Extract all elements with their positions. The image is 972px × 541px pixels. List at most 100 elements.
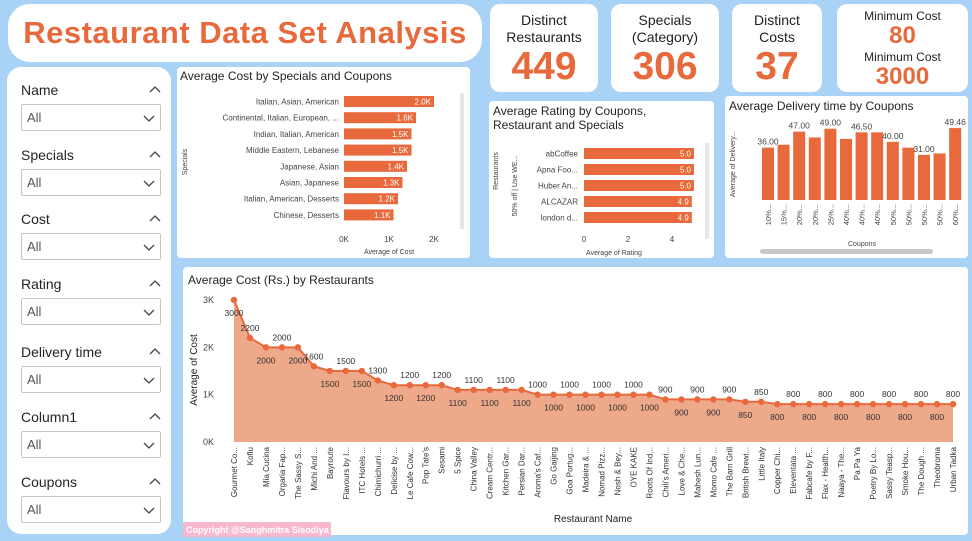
data-label: 49.00 bbox=[820, 118, 842, 128]
slicer-value: All bbox=[27, 437, 42, 452]
scrollbar[interactable] bbox=[460, 93, 464, 229]
x-tick-label: Sassy Teasp... bbox=[885, 447, 894, 499]
x-tick-label: The Barn Grill bbox=[725, 447, 734, 497]
data-label: 800 bbox=[946, 389, 960, 399]
category-label: Huber An... bbox=[538, 182, 578, 191]
slicer-dropdown[interactable]: All bbox=[21, 298, 161, 325]
slicer-dropdown[interactable]: All bbox=[21, 169, 161, 196]
data-label: 1.4K bbox=[388, 162, 405, 171]
x-tick-label: Little Italy bbox=[757, 447, 766, 481]
chart-delivery-by-coupons[interactable]: Average Delivery time by Coupons Average… bbox=[725, 96, 968, 258]
x-tick-label: 10%... bbox=[764, 204, 773, 225]
kpi-max-label: Minimum Cost bbox=[864, 50, 941, 64]
slicer-dropdown[interactable]: All bbox=[21, 496, 161, 523]
chevron-up-icon[interactable] bbox=[149, 213, 161, 225]
chevron-up-icon[interactable] bbox=[149, 84, 161, 96]
slicer-panel: Name All Specials All Cost All Rating Al… bbox=[7, 67, 171, 534]
data-label: 5.0 bbox=[680, 150, 692, 159]
chevron-down-icon bbox=[143, 442, 155, 449]
slicer-coupons[interactable]: Coupons All bbox=[21, 472, 161, 523]
dashboard-title: Restaurant Data Set Analysis bbox=[23, 15, 467, 50]
data-label: 850 bbox=[738, 410, 752, 420]
bar bbox=[344, 177, 403, 188]
chevron-up-icon[interactable] bbox=[149, 149, 161, 161]
data-point bbox=[821, 400, 829, 408]
data-label: 1.1K bbox=[374, 211, 391, 220]
slicer-name[interactable]: Name All bbox=[21, 80, 161, 131]
bar bbox=[902, 147, 915, 200]
chart-rating-by-coupons[interactable]: Average Rating by Coupons, Restaurant an… bbox=[489, 101, 714, 258]
kpi-label: Restaurants bbox=[506, 29, 582, 45]
slicer-dropdown[interactable]: All bbox=[21, 431, 161, 458]
data-point bbox=[790, 400, 797, 408]
data-label: 1000 bbox=[592, 380, 611, 390]
slicer-specials[interactable]: Specials All bbox=[21, 145, 161, 196]
x-tick-label: Persian Dar... bbox=[518, 447, 527, 495]
x-tick-label: Delicise by ... bbox=[390, 447, 399, 495]
bar bbox=[933, 153, 946, 200]
x-axis-label: Average of Rating bbox=[586, 250, 642, 257]
kpi-distinct-costs[interactable]: Distinct Costs 37 bbox=[732, 4, 822, 92]
kpi-label: Specials bbox=[638, 12, 692, 28]
slicer-label: Specials bbox=[21, 147, 74, 163]
data-label: 800 bbox=[866, 412, 880, 422]
bar bbox=[949, 128, 962, 200]
horizontal-scrollbar[interactable] bbox=[760, 249, 933, 254]
data-point bbox=[406, 382, 413, 389]
slicer-dropdown[interactable]: All bbox=[21, 233, 161, 260]
x-tick-label: Pa Pa Ya bbox=[853, 446, 862, 480]
dashboard-title-card: Restaurant Data Set Analysis bbox=[8, 4, 482, 62]
bar bbox=[824, 128, 837, 200]
x-tick-label: Michi And ... bbox=[310, 447, 319, 491]
data-label: 1000 bbox=[640, 403, 659, 413]
x-tick-label: Kitchen Gar... bbox=[502, 447, 511, 495]
category-label: Indian, Italian, American bbox=[254, 130, 339, 139]
data-label: 47.00 bbox=[789, 121, 811, 131]
slicer-cost[interactable]: Cost All bbox=[21, 209, 161, 260]
data-point bbox=[758, 398, 765, 405]
x-tick-label: 40%... bbox=[842, 204, 851, 225]
category-label: Japanese, Asian bbox=[280, 162, 339, 171]
data-label: 5.0 bbox=[680, 182, 692, 191]
x-tick-label: Urban Tadka bbox=[949, 446, 958, 492]
slicer-dropdown[interactable]: All bbox=[21, 104, 161, 131]
chevron-up-icon[interactable] bbox=[149, 278, 161, 290]
data-point bbox=[246, 334, 254, 342]
chart-cost-by-restaurants[interactable]: Average Cost (Rs.) by Restaurants Averag… bbox=[183, 267, 968, 535]
x-tick-label: Go Gaijing bbox=[550, 447, 559, 485]
kpi-label: Costs bbox=[759, 29, 795, 45]
data-point bbox=[534, 391, 541, 398]
chart-cost-by-specials[interactable]: Average Cost by Specials and Coupons Spe… bbox=[177, 67, 470, 258]
slicer-column1[interactable]: Column1 All bbox=[21, 407, 161, 458]
bar bbox=[886, 141, 899, 200]
scrollbar[interactable] bbox=[705, 143, 709, 239]
data-point bbox=[646, 391, 653, 398]
category-label: Italian, Asian, American bbox=[256, 98, 339, 107]
data-label: 1100 bbox=[496, 375, 515, 385]
kpi-specials-category[interactable]: Specials (Category) 306 bbox=[611, 4, 719, 92]
chevron-up-icon[interactable] bbox=[149, 476, 161, 488]
chevron-up-icon[interactable] bbox=[149, 411, 161, 423]
data-point bbox=[614, 391, 621, 398]
kpi-value: 449 bbox=[511, 45, 577, 88]
slicer-delivery-time[interactable]: Delivery time All bbox=[21, 342, 161, 393]
bar bbox=[584, 148, 694, 159]
kpi-min-max-cost[interactable]: Minimum Cost 80 Minimum Cost 3000 bbox=[837, 4, 968, 92]
bar bbox=[344, 112, 416, 124]
slicer-rating[interactable]: Rating All bbox=[21, 274, 161, 325]
data-label: 2000 bbox=[288, 355, 307, 365]
x-tick-label: Mia Cucina bbox=[262, 446, 271, 487]
chevron-up-icon[interactable] bbox=[149, 346, 161, 358]
kpi-min-label: Minimum Cost bbox=[864, 9, 941, 23]
data-label: 4.9 bbox=[678, 198, 690, 207]
x-axis-label: Coupons bbox=[848, 241, 877, 248]
slicer-dropdown[interactable]: All bbox=[21, 366, 161, 393]
data-label: 1000 bbox=[624, 380, 643, 390]
y-axis-label: Average of Delivery... bbox=[730, 131, 737, 197]
x-tick-label: Pop Tate's bbox=[422, 447, 431, 484]
category-label: Asian, Japanese bbox=[280, 179, 340, 188]
data-label: 850 bbox=[754, 387, 768, 397]
chart-title: Average Rating by Coupons, Restaurant an… bbox=[493, 104, 647, 132]
x-tick-label: Flax - Health... bbox=[821, 447, 830, 499]
kpi-distinct-restaurants[interactable]: Distinct Restaurants 449 bbox=[490, 4, 598, 92]
